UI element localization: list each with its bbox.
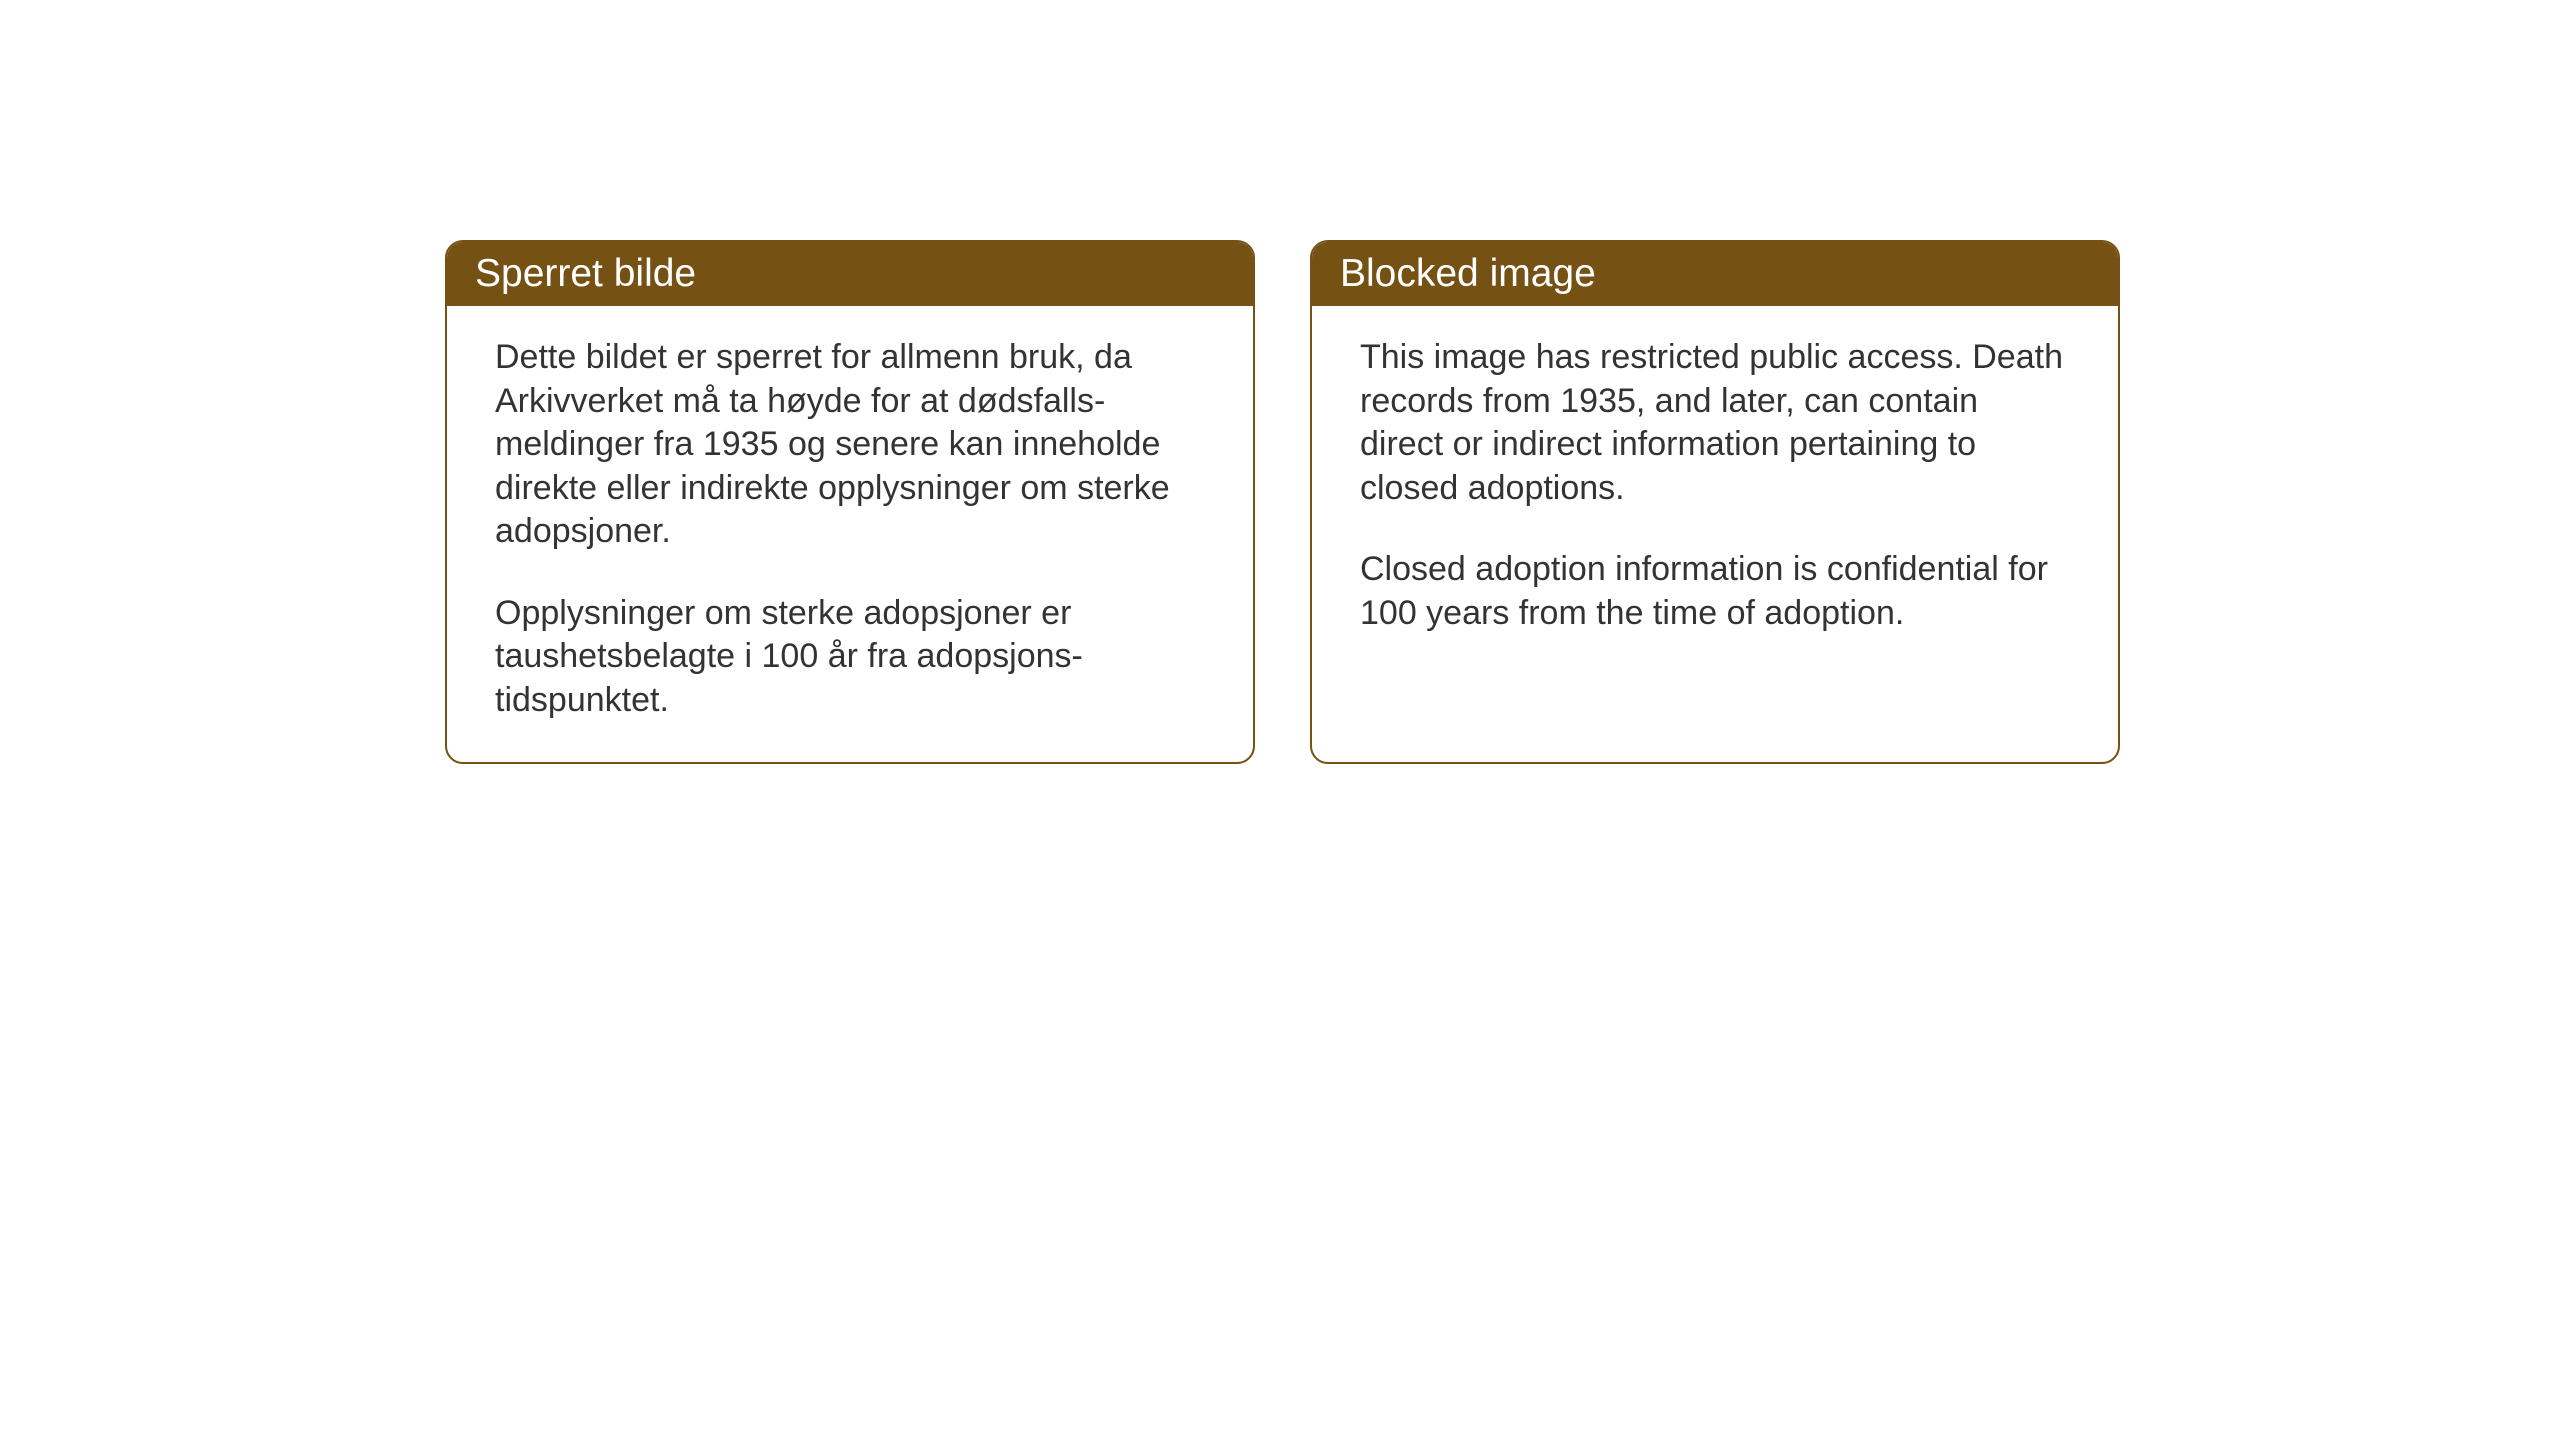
notice-paragraph-2-english: Closed adoption information is confident…: [1360, 548, 2070, 635]
notice-header-norwegian: Sperret bilde: [447, 242, 1253, 306]
notice-header-english: Blocked image: [1312, 242, 2118, 306]
notice-container: Sperret bilde Dette bildet er sperret fo…: [445, 240, 2120, 764]
notice-paragraph-1-english: This image has restricted public access.…: [1360, 336, 2070, 510]
notice-paragraph-2-norwegian: Opplysninger om sterke adopsjoner er tau…: [495, 592, 1205, 723]
notice-title-english: Blocked image: [1340, 252, 1596, 295]
notice-title-norwegian: Sperret bilde: [475, 252, 696, 295]
notice-paragraph-1-norwegian: Dette bildet er sperret for allmenn bruk…: [495, 336, 1205, 554]
notice-card-norwegian: Sperret bilde Dette bildet er sperret fo…: [445, 240, 1255, 764]
notice-card-english: Blocked image This image has restricted …: [1310, 240, 2120, 764]
notice-body-english: This image has restricted public access.…: [1312, 306, 2118, 726]
notice-body-norwegian: Dette bildet er sperret for allmenn bruk…: [447, 306, 1253, 762]
